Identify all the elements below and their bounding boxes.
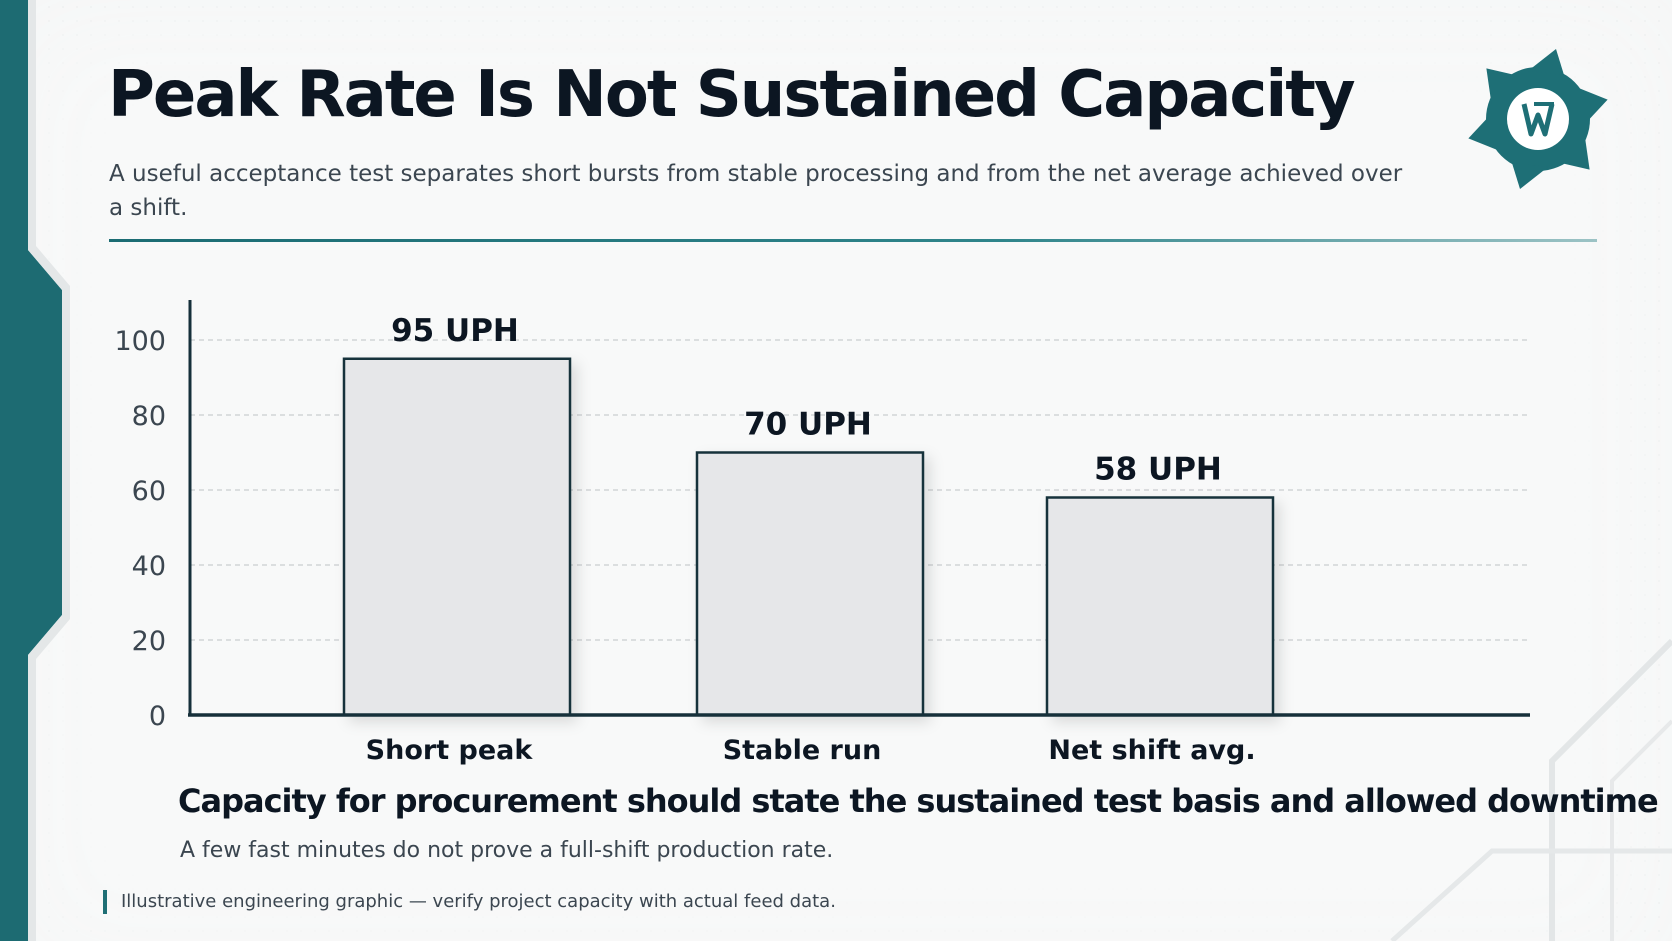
y-tick-label: 40 [132, 551, 166, 582]
y-tick-label: 20 [132, 626, 166, 657]
data-labels: 95 UPH 70 UPH 58 UPH [391, 313, 1222, 488]
x-category-label: Short peak [366, 735, 534, 766]
gear-tooth [1512, 163, 1548, 189]
x-category-label: Net shift avg. [1048, 735, 1255, 766]
x-category-label: Stable run [723, 735, 882, 766]
axes [188, 300, 1530, 717]
gear-tooth [1528, 49, 1564, 75]
y-tick-label: 100 [114, 326, 166, 357]
y-tick-label: 60 [132, 476, 166, 507]
gear-tooth [1574, 86, 1608, 120]
bar-data-label: 70 UPH [744, 407, 872, 443]
bars [342, 357, 1275, 717]
x-axis-categories: Short peak Stable run Net shift avg. [366, 735, 1256, 766]
takeaway-heading: Capacity for procurement should state th… [178, 782, 1659, 820]
gear-logo-icon [1468, 49, 1608, 189]
gear-tooth [1468, 118, 1502, 152]
page-subtitle: A useful acceptance test separates short… [109, 161, 1403, 221]
title-divider [109, 239, 1597, 242]
gear-tooth [1486, 68, 1513, 104]
gear-tooth [1563, 134, 1590, 170]
y-tick-label: 0 [149, 701, 166, 732]
decorative-circuit-lines [1390, 638, 1672, 941]
bar [695, 451, 925, 717]
bar [342, 357, 572, 717]
bar [1045, 496, 1275, 717]
y-axis-ticks: 0 20 40 60 80 100 [114, 326, 166, 732]
bar-data-label: 95 UPH [391, 313, 519, 349]
takeaway-subtext: A few fast minutes do not prove a full-s… [180, 838, 834, 863]
bar-data-label: 58 UPH [1094, 452, 1222, 488]
page-title: Peak Rate Is Not Sustained Capacity [108, 58, 1356, 132]
footnote: Illustrative engineering graphic — verif… [103, 890, 836, 914]
left-accent-band [0, 0, 70, 941]
y-tick-label: 80 [132, 401, 166, 432]
